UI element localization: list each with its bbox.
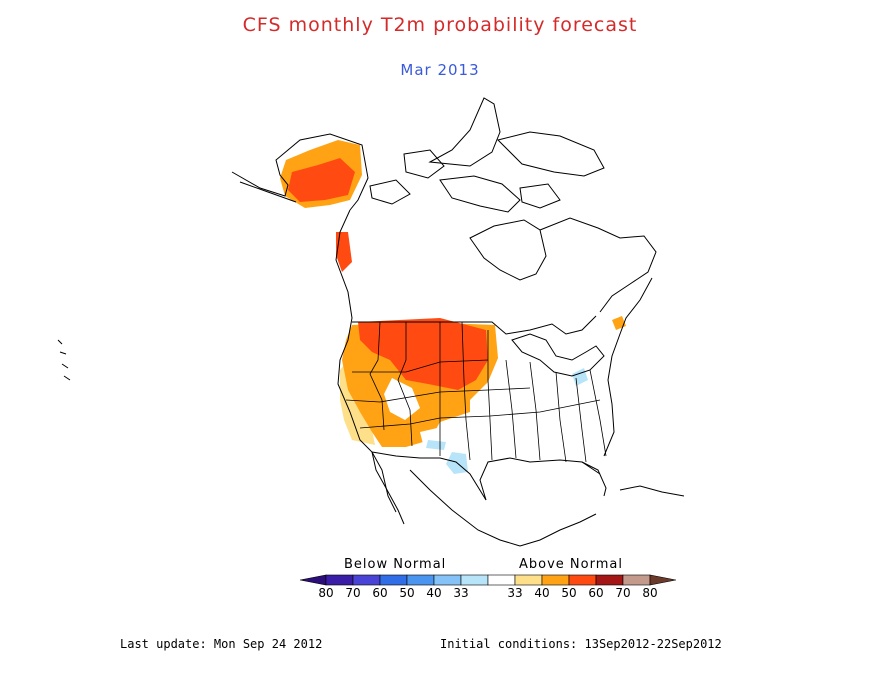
legend-tick-label: 33: [507, 586, 522, 600]
map-title: CFS monthly T2m probability forecast: [242, 14, 638, 36]
legend-swatch: [541, 574, 570, 586]
legend-swatch: [460, 574, 489, 586]
legend-swatch: [433, 574, 462, 586]
legend-arrow-low: [299, 574, 327, 586]
last-update-text: Last update: Mon Sep 24 2012: [120, 637, 323, 651]
legend-tick-label: 80: [642, 586, 657, 600]
legend-tick-label: 50: [561, 586, 576, 600]
legend-swatch: [487, 574, 516, 586]
legend-swatch: [514, 574, 543, 586]
legend-swatch: [352, 574, 381, 586]
legend-swatch: [379, 574, 408, 586]
shade-alaska-coast: [336, 232, 352, 272]
probability-shading: [280, 140, 626, 474]
legend-tick-label: 60: [372, 586, 387, 600]
coastlines: [57, 97, 685, 547]
shade-north-60: [358, 318, 488, 390]
legend-swatch: [622, 574, 651, 586]
legend-tick-label: 40: [534, 586, 549, 600]
legend-tick-label: 40: [426, 586, 441, 600]
forecast-month: Mar 2013: [400, 61, 480, 79]
shade-sw-below: [426, 440, 446, 450]
legend-tick-label: 60: [588, 586, 603, 600]
legend-tick-label: 80: [318, 586, 333, 600]
shade-alaska-60: [288, 158, 355, 202]
legend-swatch: [595, 574, 624, 586]
above-normal-label: Above Normal: [519, 557, 623, 572]
legend-tick-label: 70: [345, 586, 360, 600]
state-borders: [345, 321, 607, 463]
legend-swatch: [325, 574, 354, 586]
legend-swatch: [406, 574, 435, 586]
shade-west-white-gap: [384, 378, 420, 420]
below-normal-label: Below Normal: [344, 557, 447, 572]
legend-tick-label: 70: [615, 586, 630, 600]
legend-arrow-high: [649, 574, 677, 586]
initial-conditions-text: Initial conditions: 13Sep2012-22Sep2012: [440, 637, 722, 651]
legend-swatch: [568, 574, 597, 586]
legend-tick-label: 50: [399, 586, 414, 600]
legend-tick-label: 33: [453, 586, 468, 600]
